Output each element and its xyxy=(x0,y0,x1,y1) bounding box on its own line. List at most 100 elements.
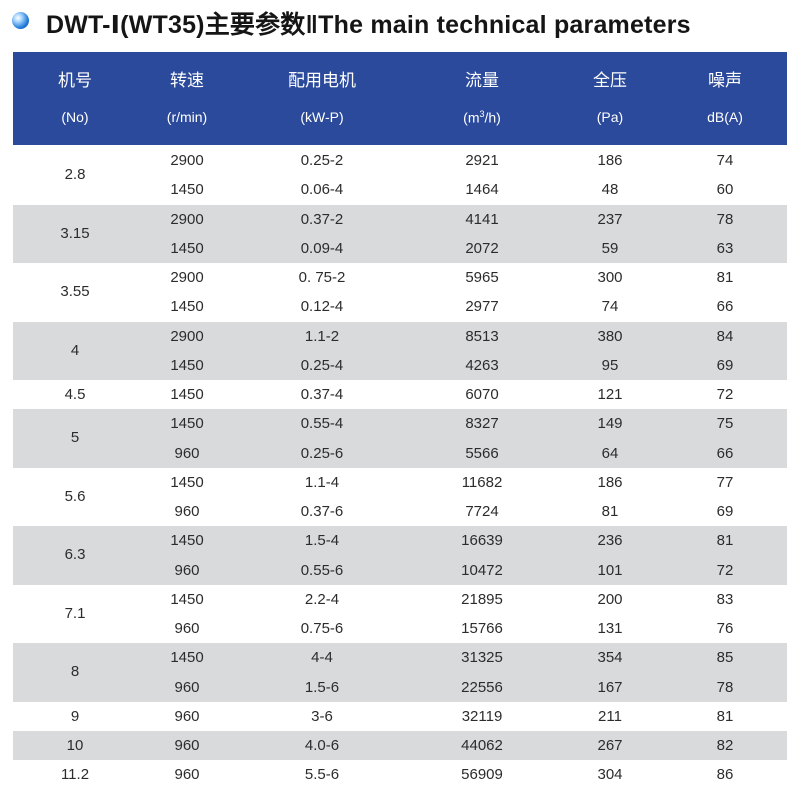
cell-pressure: 186 xyxy=(597,473,623,491)
table-row: 1450 0.09-4 2072 59 63 xyxy=(13,234,787,263)
cell-noise: 78 xyxy=(716,210,734,228)
cell-flow: 2977 xyxy=(465,298,499,316)
row-group: 10 960 4.0-6 44062 267 82 xyxy=(13,731,787,761)
cell-pressure: 74 xyxy=(601,298,619,316)
cell-motor: 5.5-6 xyxy=(304,766,340,784)
cell-noise: 81 xyxy=(716,707,734,725)
cell-flow: 4141 xyxy=(465,210,499,228)
header-pressure: 全压 xyxy=(593,71,627,90)
header-motor-unit: (kW-P) xyxy=(300,109,344,125)
header-motor: 配用电机 xyxy=(288,71,356,90)
cell-flow: 8513 xyxy=(465,327,499,345)
cell-noise: 78 xyxy=(716,678,734,696)
table-row: 960 0.37-6 7724 81 69 xyxy=(13,497,787,526)
table-row: 960 5.5-6 56909 304 86 xyxy=(13,760,787,789)
cell-flow: 16639 xyxy=(461,532,503,550)
cell-speed: 1450 xyxy=(170,473,204,491)
cell-pressure: 59 xyxy=(601,239,619,257)
cell-motor: 1.5-6 xyxy=(304,678,340,696)
cell-speed: 1450 xyxy=(170,356,204,374)
table-row: 960 4.0-6 44062 267 82 xyxy=(13,731,787,760)
cell-pressure: 167 xyxy=(597,678,623,696)
table-row: 1450 4-4 31325 354 85 xyxy=(13,643,787,672)
cell-speed: 1450 xyxy=(170,239,204,257)
cell-speed: 960 xyxy=(174,444,200,462)
model-no: 2.8 xyxy=(64,166,86,183)
cell-noise: 81 xyxy=(716,269,734,286)
cell-pressure: 64 xyxy=(601,444,619,462)
model-no: 5.6 xyxy=(64,487,86,505)
cell-pressure: 101 xyxy=(597,561,623,579)
cell-speed: 1450 xyxy=(170,386,204,403)
cell-speed: 2900 xyxy=(170,327,204,345)
cell-pressure: 81 xyxy=(601,503,619,520)
cell-speed: 1450 xyxy=(170,590,204,608)
cell-pressure: 211 xyxy=(598,707,622,725)
cell-speed: 1450 xyxy=(170,415,204,433)
cell-noise: 84 xyxy=(716,327,734,345)
header-flow: 流量 xyxy=(465,71,499,90)
row-group: 6.3 1450 1.5-4 16639 236 81 960 0.55-6 10472 101 7… xyxy=(13,526,787,585)
cell-motor: 0.09-4 xyxy=(300,239,344,257)
cell-pressure: 300 xyxy=(597,269,623,286)
cell-motor: 0.37-2 xyxy=(300,210,344,228)
cell-pressure: 354 xyxy=(597,649,623,667)
header-flow-unit: (m3/h) xyxy=(463,109,501,126)
cell-noise: 72 xyxy=(716,561,734,579)
cell-noise: 74 xyxy=(716,152,734,169)
cell-noise: 69 xyxy=(716,356,734,374)
cell-noise: 72 xyxy=(716,386,734,403)
cell-flow: 5566 xyxy=(465,444,499,462)
cell-motor: 0.75-6 xyxy=(300,620,344,637)
cell-noise: 75 xyxy=(716,415,734,433)
cell-speed: 1450 xyxy=(170,532,204,550)
table-row: 1450 0.25-4 4263 95 69 xyxy=(13,351,787,380)
cell-pressure: 48 xyxy=(601,181,619,199)
cell-motor: 0.25-4 xyxy=(300,356,344,374)
cell-flow: 15766 xyxy=(461,620,503,637)
cell-motor: 0.12-4 xyxy=(300,298,344,316)
table-row: 960 3-6 32119 211 81 xyxy=(13,702,787,731)
page-title: DWT-Ⅰ(WT35)主要参数‖The main technical param… xyxy=(46,11,691,39)
table-row: 1450 2.2-4 21895 200 83 xyxy=(13,585,787,614)
table-row: 2900 0.25-2 2921 186 74 xyxy=(13,146,787,175)
row-group: 5 1450 0.55-4 8327 149 75 960 0.25-6 5566 64 66 xyxy=(13,409,787,468)
cell-motor: 0. 75-2 xyxy=(298,269,346,286)
cell-flow: 2072 xyxy=(465,239,499,257)
table-header: 机号 (No) 转速 (r/min) 配用电机 (kW-P) 流量 (m3/h)… xyxy=(13,52,787,145)
row-group: 2.8 2900 0.25-2 2921 186 74 1450 0.06-4 1464 48 60 xyxy=(13,146,787,205)
cell-flow: 32119 xyxy=(461,707,503,725)
cell-motor: 1.1-4 xyxy=(304,473,340,491)
cell-speed: 960 xyxy=(174,707,200,725)
cell-motor: 1.5-4 xyxy=(304,532,340,550)
cell-speed: 1450 xyxy=(170,298,204,316)
cell-pressure: 186 xyxy=(597,152,623,169)
cell-noise: 81 xyxy=(716,532,734,550)
cell-flow: 6070 xyxy=(465,386,499,403)
model-no: 4.5 xyxy=(64,386,86,403)
cell-pressure: 380 xyxy=(597,327,623,345)
cell-noise: 76 xyxy=(716,620,734,637)
cell-speed: 2900 xyxy=(170,152,204,169)
cell-noise: 85 xyxy=(716,649,734,667)
cell-pressure: 267 xyxy=(597,737,623,754)
row-group: 5.6 1450 1.1-4 11682 186 77 960 0.37-6 7724 81 69 xyxy=(13,468,787,527)
cell-flow: 5965 xyxy=(465,269,499,286)
cell-noise: 69 xyxy=(716,503,734,520)
header-noise: 噪声 xyxy=(708,71,742,90)
cell-motor: 3-6 xyxy=(311,707,333,725)
row-group: 3.55 2900 0. 75-2 5965 300 81 1450 0.12-4 2977 74… xyxy=(13,263,787,322)
cell-pressure: 131 xyxy=(597,620,623,637)
model-no: 9 xyxy=(70,707,80,725)
cell-flow: 31325 xyxy=(461,649,503,667)
header-no-unit: (No) xyxy=(61,109,89,125)
title-bar: DWT-Ⅰ(WT35)主要参数‖The main technical param… xyxy=(0,0,800,46)
cell-noise: 66 xyxy=(716,298,734,316)
cell-motor: 0.25-6 xyxy=(300,444,344,462)
cell-pressure: 237 xyxy=(597,210,623,228)
cell-flow: 2921 xyxy=(465,152,499,169)
model-no: 11.2 xyxy=(60,766,90,784)
cell-flow: 44062 xyxy=(461,737,503,754)
cell-pressure: 149 xyxy=(597,415,623,433)
cell-flow: 56909 xyxy=(461,766,503,784)
